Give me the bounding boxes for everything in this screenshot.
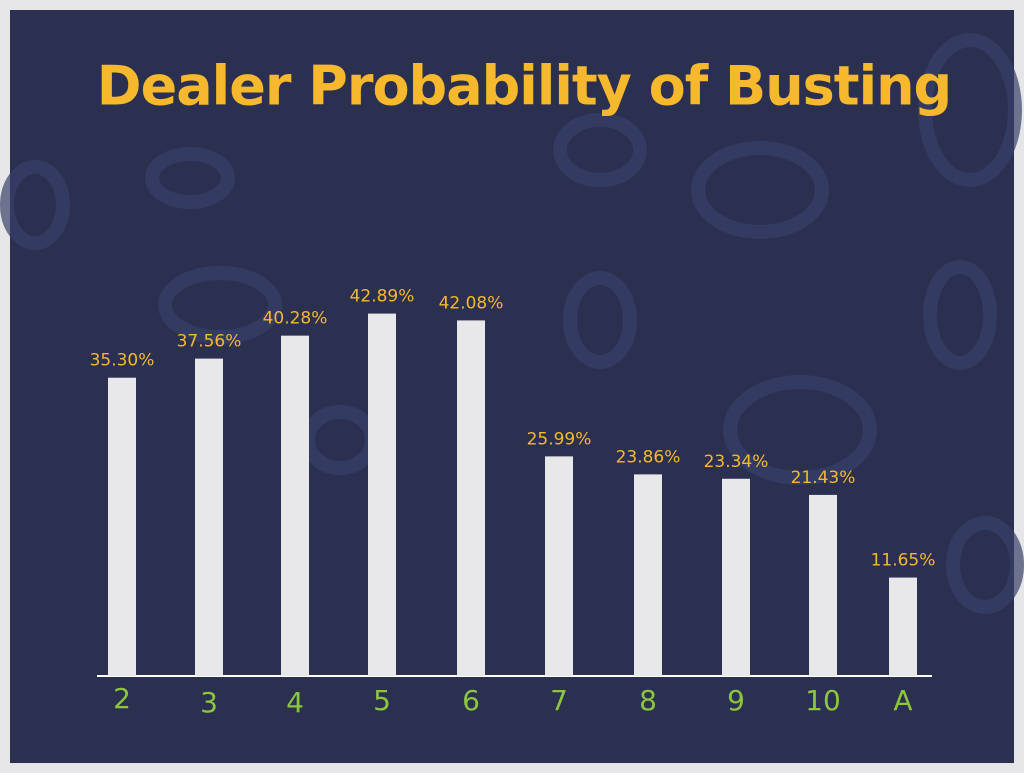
x-tick-label: A (893, 684, 912, 717)
x-tick-label: 2 (113, 682, 131, 715)
chart-title: Dealer Probability of Busting (97, 55, 951, 118)
x-tick-label: 5 (373, 684, 391, 717)
x-tick-label: 3 (200, 686, 218, 719)
value-label: 42.08% (439, 293, 504, 313)
value-label: 11.65% (871, 551, 936, 571)
x-tick-label: 10 (805, 684, 841, 717)
background (10, 10, 1014, 763)
bar (368, 313, 396, 676)
value-label: 42.89% (350, 287, 415, 307)
value-label: 35.30% (90, 351, 155, 371)
decor-chips (0, 33, 1024, 614)
x-tick-label: 4 (286, 686, 304, 719)
value-label: 23.34% (704, 452, 769, 472)
value-label: 21.43% (791, 468, 856, 488)
bar (457, 320, 485, 676)
bar (809, 494, 837, 676)
x-tick-label: 7 (550, 684, 568, 717)
x-tick-label: 9 (727, 684, 745, 717)
bar (634, 474, 662, 676)
bar (722, 478, 750, 676)
bar (889, 577, 917, 676)
x-tick-label: 6 (462, 684, 480, 717)
bar (281, 335, 309, 676)
x-tick-label: 8 (639, 684, 657, 717)
value-label: 23.86% (616, 447, 681, 467)
value-label: 37.56% (177, 332, 242, 352)
value-label: 25.99% (527, 429, 592, 449)
bar (108, 377, 136, 676)
bar (545, 456, 573, 676)
value-label: 40.28% (263, 309, 328, 329)
bar (195, 358, 223, 676)
